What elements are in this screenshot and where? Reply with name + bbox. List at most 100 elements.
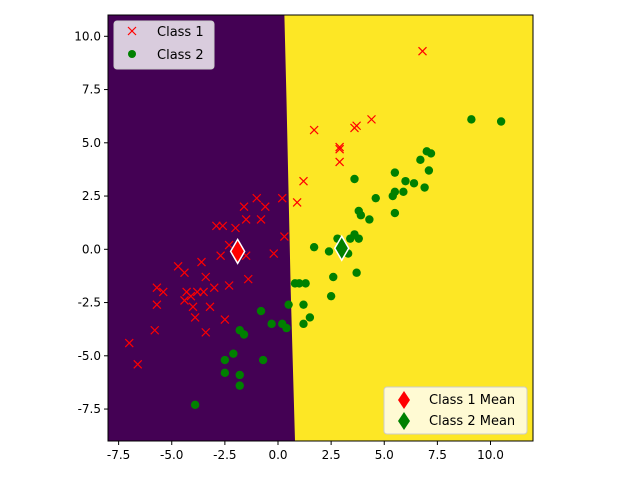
class-2-point — [235, 381, 244, 390]
class-2-point — [496, 117, 506, 126]
class-1-decision-region — [108, 15, 295, 441]
class-1-point — [279, 232, 289, 241]
class-2-point — [326, 291, 336, 301]
class-1-point — [190, 313, 200, 322]
class-1-point — [335, 144, 345, 154]
class-1-point — [231, 223, 240, 233]
class-2-point — [352, 268, 361, 277]
y-tick-label: 2.5 — [82, 189, 101, 203]
data-points — [124, 46, 506, 409]
class-1-point — [299, 176, 308, 186]
x-tick-label: -5.0 — [160, 448, 183, 462]
class-1-point — [241, 215, 251, 224]
class-2-mean-marker — [333, 234, 350, 262]
class-1-point — [252, 193, 262, 203]
y-tick-label: 0.0 — [82, 242, 101, 256]
axes-frame — [107, 14, 534, 442]
y-tick-label: -2.5 — [78, 296, 101, 310]
class-2-point — [267, 319, 276, 329]
class-2-point — [420, 183, 429, 192]
class-1-point — [239, 202, 249, 212]
class-2-point — [220, 368, 230, 378]
class-2-point — [295, 279, 304, 288]
class-2-point — [220, 355, 230, 365]
class-2-point — [390, 168, 400, 177]
class-1-point — [418, 46, 427, 56]
legend-means: Class 1 Mean Class 2 Mean — [383, 386, 528, 435]
class-1-point — [277, 193, 287, 203]
class-2-point — [346, 234, 355, 243]
class-1-point — [269, 249, 279, 258]
x-tick-label: 2.5 — [322, 448, 341, 462]
class-2-point — [409, 179, 419, 188]
class-1-point — [205, 302, 215, 312]
class-1-point — [292, 198, 302, 207]
class-1-point — [152, 283, 162, 293]
class-1-point — [199, 287, 209, 297]
class-2-point — [426, 149, 436, 158]
x-tick-label: 10.0 — [477, 448, 504, 462]
class-1-point — [133, 359, 143, 369]
x-tick-label: 5.0 — [375, 448, 394, 462]
class-2-point — [390, 208, 400, 218]
legend-class-2-label: Class 2 — [157, 48, 204, 63]
class-1-point — [335, 157, 345, 167]
legend-class-2-marker-icon — [128, 50, 136, 58]
y-tick-label: 7.5 — [82, 83, 101, 97]
class-1-point — [158, 287, 168, 297]
class-2-point — [256, 306, 266, 316]
x-tick-label: -7.5 — [107, 448, 130, 462]
plot-area — [108, 15, 533, 441]
y-tick-label: 10.0 — [74, 29, 101, 43]
class-1-point — [201, 327, 211, 337]
x-tick-label: -2.5 — [213, 448, 236, 462]
class-2-point — [301, 279, 310, 288]
class-1-point — [224, 240, 234, 250]
legend-class-1-marker-icon — [127, 26, 137, 36]
class-1-point — [352, 121, 362, 131]
class-1-mean-marker — [229, 237, 246, 265]
class-1-point — [243, 274, 253, 284]
class-2-point — [235, 370, 244, 380]
class-2-point — [424, 166, 434, 175]
x-tick-label: 0.0 — [268, 448, 287, 462]
y-tick-label: 5.0 — [82, 136, 101, 150]
class-2-point — [354, 234, 363, 243]
class-2-point — [299, 319, 308, 329]
class-2-point — [282, 323, 291, 333]
class-1-point — [201, 272, 211, 282]
class-2-point — [416, 155, 425, 165]
legend-classes: Class 1 Class 2 — [113, 20, 215, 70]
class-2-point — [399, 187, 408, 196]
class-1-point — [197, 257, 206, 267]
class-1-point — [260, 202, 270, 212]
class-1-point — [180, 295, 189, 305]
class-1-point — [220, 315, 230, 325]
class-1-point — [192, 287, 202, 297]
legend-class-1-mean-marker-icon — [398, 391, 410, 409]
class-2-point — [350, 174, 359, 184]
class-1-point — [216, 251, 226, 261]
class-1-point — [218, 221, 228, 231]
class-2-point — [284, 300, 293, 309]
class-1-point — [335, 142, 345, 152]
class-2-point — [299, 300, 308, 309]
class-2-point — [390, 187, 400, 196]
class-2-point — [401, 176, 410, 186]
class-1-point — [309, 125, 319, 135]
legend-class-1-mean-label: Class 1 Mean — [429, 393, 515, 408]
x-tick-label: 7.5 — [428, 448, 447, 462]
y-tick-label: -5.0 — [78, 349, 101, 363]
legend-class-2-mean-label: Class 2 Mean — [429, 414, 515, 429]
class-1-point — [180, 268, 189, 278]
class-1-point — [152, 300, 162, 310]
y-tick-label: -7.5 — [78, 402, 101, 416]
legend-class-2-mean-marker-icon — [398, 412, 410, 430]
class-2-point — [324, 247, 334, 256]
class-2-point — [305, 313, 315, 322]
class-2-point — [467, 115, 476, 124]
class-1-point — [209, 283, 219, 293]
legend-class-1-label: Class 1 — [157, 25, 204, 40]
class-2-point — [329, 272, 338, 282]
class-2-point — [309, 242, 319, 252]
